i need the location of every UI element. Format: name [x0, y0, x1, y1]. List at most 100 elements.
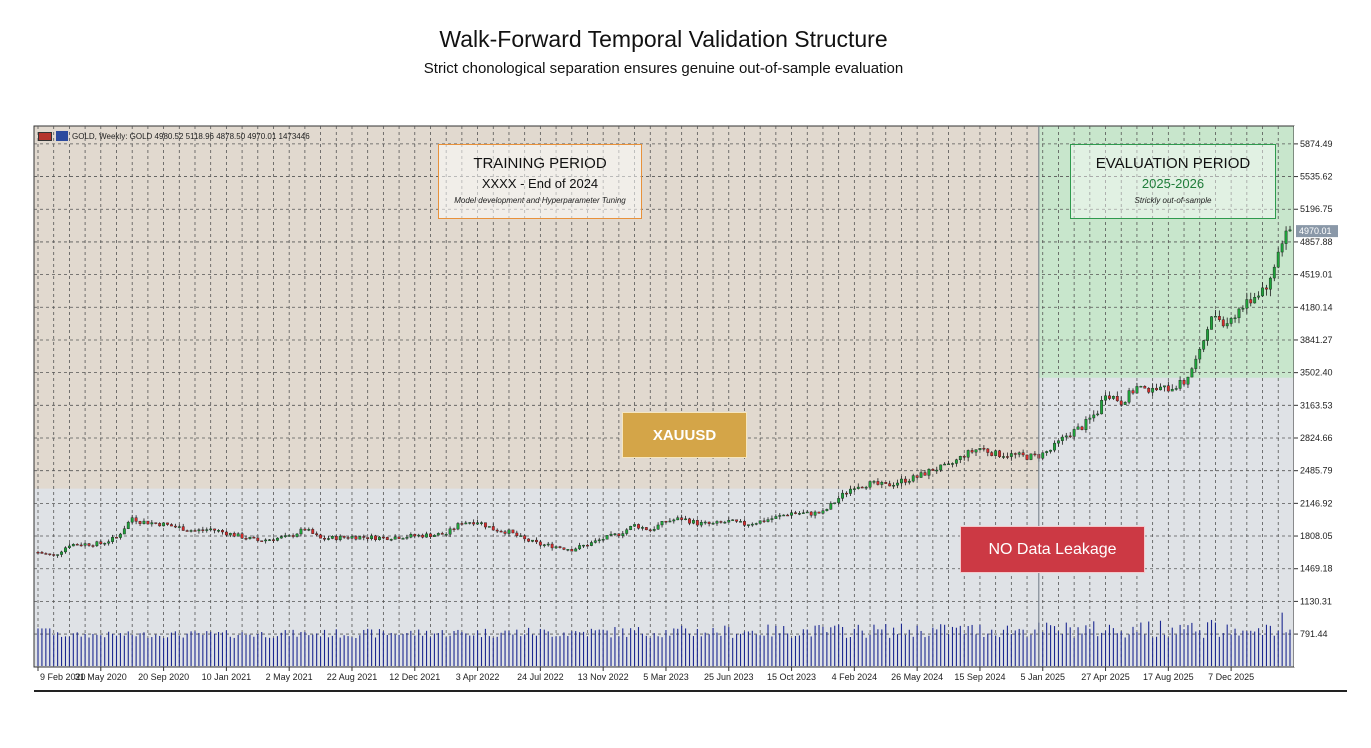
candle-body: [1100, 399, 1104, 415]
candle-body: [927, 469, 931, 476]
candle-body: [605, 535, 609, 540]
x-tick-label: 20 Sep 2020: [138, 672, 189, 682]
candle-body: [813, 511, 817, 516]
candle-body: [389, 539, 393, 541]
candle-body: [915, 475, 919, 478]
candle-body: [1261, 287, 1264, 297]
candle-body: [119, 533, 122, 538]
candle-body: [381, 536, 385, 539]
candle-body: [1088, 417, 1092, 420]
candle-body: [523, 535, 527, 540]
x-tick-label: 5 Mar 2023: [643, 672, 689, 682]
candle-body: [593, 540, 597, 543]
candle-body: [79, 544, 83, 547]
candle-body: [535, 539, 538, 543]
price-chart[interactable]: 5874.49 5535.62 5196.75 4857.88 4519.01 4180.…: [32, 118, 1347, 692]
candle-body: [746, 524, 750, 526]
candle-body: [1210, 316, 1213, 330]
candle-body: [1249, 299, 1253, 304]
candle-body: [397, 536, 401, 539]
candle-body: [291, 535, 295, 537]
candle-body: [554, 546, 558, 549]
candle-body: [542, 544, 546, 546]
x-tick-label: 3 Apr 2022: [456, 672, 500, 682]
candle-body: [966, 450, 970, 458]
candle-body: [366, 537, 370, 540]
candle-body: [998, 450, 1001, 457]
x-tick-label: 17 Aug 2025: [1143, 672, 1194, 682]
candle-body: [1162, 385, 1166, 388]
candle-body: [715, 521, 719, 524]
y-tick-label: 3841.27: [1300, 335, 1333, 345]
candle-body: [252, 537, 256, 539]
y-tick-label: 791.44: [1300, 629, 1328, 639]
candle-body: [1021, 452, 1025, 456]
x-tick-label: 7 Dec 2025: [1208, 672, 1254, 682]
candle-body: [1057, 440, 1060, 444]
candle-body: [872, 481, 876, 483]
candle-body: [315, 533, 319, 536]
candle-body: [719, 521, 723, 523]
candle-body: [319, 534, 322, 539]
candle-body: [432, 534, 436, 537]
candle-body: [586, 544, 589, 547]
candle-body: [217, 530, 220, 532]
candle-body: [562, 547, 566, 550]
candle-body: [935, 469, 939, 472]
candle-body: [962, 455, 966, 458]
candle-body: [947, 463, 950, 465]
candle-body: [621, 533, 625, 536]
candle-body: [173, 525, 177, 528]
candle-body: [672, 519, 676, 522]
candle-body: [468, 522, 472, 524]
candle-body: [146, 520, 150, 525]
candle-body: [264, 539, 268, 542]
candle-body: [287, 535, 291, 537]
candle-body: [978, 448, 982, 450]
candle-body: [334, 536, 338, 541]
candle-body: [974, 449, 978, 453]
candle-body: [448, 528, 452, 535]
xauusd-label: XAUUSD: [622, 412, 747, 458]
candle-body: [1009, 453, 1013, 457]
evaluation-period-shade: [1038, 126, 1294, 378]
candle-body: [754, 523, 758, 525]
candle-body: [452, 528, 456, 531]
candle-body: [574, 548, 578, 552]
candle-body: [487, 526, 491, 528]
candle-body: [664, 521, 668, 523]
candle-body: [150, 522, 154, 525]
candle-body: [87, 543, 91, 546]
candle-body: [244, 538, 248, 540]
candle-body: [460, 523, 464, 525]
candle-body: [735, 519, 739, 522]
candle-body: [122, 528, 126, 535]
candle-body: [609, 533, 613, 536]
candle-body: [503, 531, 507, 534]
candle-body: [829, 503, 833, 510]
candle-body: [876, 481, 880, 485]
y-tick-label: 1130.31: [1300, 596, 1332, 606]
candle-body: [64, 547, 67, 553]
candle-body: [1272, 266, 1276, 279]
candle-body: [601, 539, 605, 541]
candle-body: [330, 536, 334, 539]
candle-body: [1139, 386, 1143, 388]
candle-body: [1288, 229, 1292, 232]
candle-body: [907, 480, 911, 483]
x-tick-label: 26 May 2024: [891, 672, 943, 682]
candle-body: [1190, 368, 1194, 378]
candle-body: [1060, 436, 1064, 441]
candle-body: [370, 535, 374, 540]
candle-body: [236, 533, 240, 537]
candle-body: [162, 522, 166, 527]
candle-body: [958, 455, 962, 460]
x-tick-label: 25 Jun 2023: [704, 672, 754, 682]
candle-body: [868, 481, 872, 488]
chart-type-icon[interactable]: [38, 131, 52, 141]
candle-body: [107, 541, 111, 544]
candle-body: [699, 522, 703, 526]
timeframe-icon[interactable]: [56, 131, 68, 141]
candle-body: [440, 533, 444, 535]
candle-body: [307, 529, 311, 531]
